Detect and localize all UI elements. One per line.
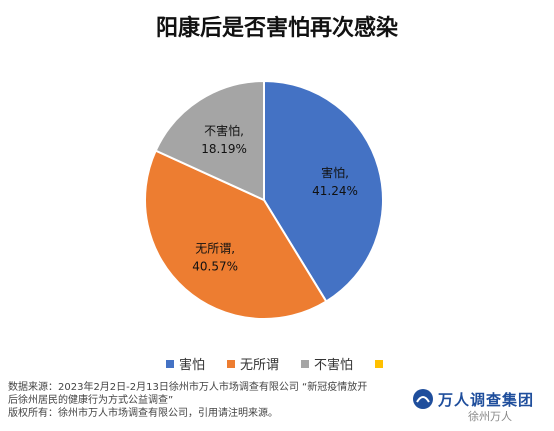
legend-swatch-0 — [165, 359, 174, 368]
slice-label-2: 不害怕, — [204, 123, 244, 138]
legend-item-2: 不害怕 — [301, 354, 353, 373]
pie-slice-0 — [263, 79, 384, 303]
legend-item-1: 无所谓 — [226, 354, 279, 373]
pie-slice-1 — [144, 149, 328, 320]
legend-item-3 — [375, 354, 388, 373]
company-logo: 万人调查集团 — [412, 386, 548, 412]
chart-title: 阳康后是否害怕再次感染 — [155, 16, 398, 41]
legend-swatch-1 — [226, 359, 235, 368]
legend-label-2: 不害怕 — [314, 358, 354, 373]
pie-slice-2 — [154, 79, 265, 202]
source-line-3: 版权所有：徐州市万人市场调查有限公司，引用请注明来源。 — [8, 408, 278, 419]
legend-item-0: 害怕 — [165, 354, 205, 373]
legend-label-0: 害怕 — [178, 358, 205, 373]
slice-value-1: 40.57% — [192, 259, 238, 273]
source-line-2: 后徐州居民的健康行为方式公益调查” — [8, 395, 174, 406]
watermark: 徐州万人 — [468, 410, 512, 423]
slice-value-2: 18.19% — [201, 142, 247, 156]
legend-swatch-2 — [301, 359, 309, 368]
logo-text: 万人调查集团 — [438, 390, 535, 409]
slice-label-0: 害怕, — [321, 165, 349, 180]
slice-value-0: 41.24% — [312, 184, 358, 198]
legend-label-1: 无所谓 — [239, 358, 279, 373]
chart-legend: 害怕 无所谓 不害怕 — [0, 354, 554, 373]
slice-label-1: 无所谓, — [195, 241, 235, 255]
data-source-note: 数据来源：2023年2月2日-2月13日徐州市万人市场调查有限公司 “新冠疫情放… — [8, 381, 388, 420]
legend-swatch-3 — [375, 359, 384, 368]
source-line-1: 数据来源：2023年2月2日-2月13日徐州市万人市场调查有限公司 “新冠疫情放… — [8, 382, 368, 393]
logo-icon — [413, 389, 433, 409]
